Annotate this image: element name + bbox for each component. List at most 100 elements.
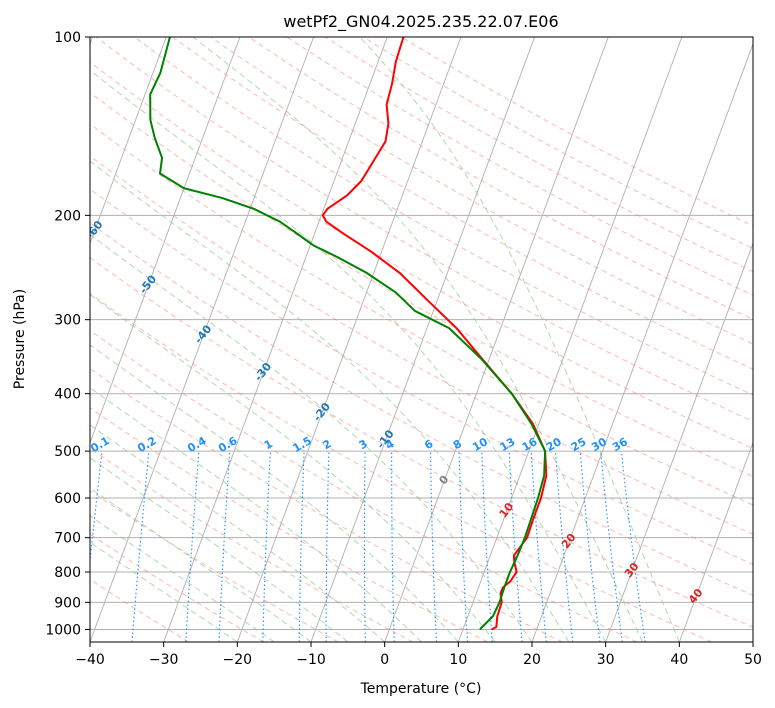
- isotherm-line: [90, 37, 167, 245]
- plot-frame: [89, 36, 754, 643]
- mixing-ratio-line: [185, 451, 200, 642]
- moist-adiabat-line: [90, 387, 422, 642]
- isotherm-line: [384, 37, 609, 642]
- isotherm-line: [310, 37, 536, 642]
- isotherm-line: [605, 242, 753, 642]
- mixing-ratio-line: [325, 451, 330, 642]
- mixing-ratio-label: 1.5: [291, 434, 314, 455]
- moist-adiabat-line: [90, 69, 607, 642]
- isotherm-label: 30: [622, 560, 642, 580]
- moist-adiabat-line: [90, 424, 386, 642]
- mixing-ratio-line: [481, 451, 493, 642]
- dry-adiabat-line: [324, 37, 753, 273]
- dry-adiabat-line: [172, 37, 753, 370]
- x-tick-label: 50: [744, 652, 762, 668]
- isotherm-label: -40: [192, 322, 215, 346]
- isotherm-line: [236, 37, 462, 642]
- mixing-ratio-line: [218, 451, 231, 642]
- moist-adiabat-line: [90, 294, 496, 642]
- mixing-ratio-line: [554, 451, 574, 642]
- temperature-profile-line: [321, 37, 548, 631]
- x-tick-label: 10: [449, 652, 467, 668]
- x-axis-label: Temperature (°C): [360, 681, 482, 697]
- dry-adiabat-line: [210, 37, 753, 345]
- y-tick-label: 700: [54, 531, 81, 547]
- dry-adiabat-line: [90, 292, 712, 642]
- isotherm-line: [90, 37, 315, 642]
- y-tick-label: 100: [54, 30, 81, 46]
- y-axis-label: Pressure (hPa): [12, 289, 28, 389]
- mixing-ratio-line: [298, 451, 305, 642]
- isotherm-label: -30: [252, 360, 275, 384]
- moist-adiabat-line: [192, 37, 643, 642]
- moist-adiabat-line: [90, 541, 238, 642]
- dry-adiabat-line: [90, 533, 264, 642]
- dry-adiabat-line: [134, 37, 753, 396]
- dry-adiabat-line: [90, 188, 753, 566]
- mixing-ratio-label: 2: [321, 437, 334, 452]
- isotherm-label: -60: [83, 218, 106, 242]
- x-tick-label: −30: [149, 652, 179, 668]
- dry-adiabat-line: [90, 490, 339, 642]
- dry-adiabat-line: [90, 407, 488, 642]
- y-tick-label: 800: [54, 565, 81, 581]
- isotherm-line: [457, 37, 683, 642]
- isotherm-label: 10: [497, 500, 517, 520]
- mixing-ratio-line: [620, 451, 646, 642]
- x-tick-label: −40: [75, 652, 105, 668]
- mixing-ratio-label: 0.4: [185, 434, 209, 455]
- isotherm-line: [90, 37, 241, 444]
- mixing-ratio-label: 6: [422, 437, 435, 452]
- mixing-ratio-label: 8: [451, 437, 464, 452]
- isotherm-label: -20: [311, 400, 334, 424]
- dewpoint-profile-line: [149, 37, 547, 631]
- mixing-ratio-label: 1: [262, 437, 275, 452]
- moist-adiabat-line: [359, 37, 680, 642]
- mixing-ratio-label: 0.2: [135, 434, 158, 455]
- moist-adiabat-line: [90, 487, 312, 642]
- moist-adiabat-line: [90, 344, 459, 642]
- moist-adiabat-line: [90, 160, 570, 642]
- x-tick-label: −20: [223, 652, 253, 668]
- isotherm-label: -70: [28, 167, 51, 191]
- isotherm-label: -50: [137, 272, 160, 296]
- moist-adiabat-line: [90, 234, 533, 642]
- mixing-ratio-line: [458, 451, 469, 642]
- dry-adiabat-line: [90, 447, 414, 642]
- profile-lines: [149, 37, 548, 631]
- dry-adiabat-line: [286, 37, 753, 296]
- x-tick-label: 30: [597, 652, 615, 668]
- isotherm-line: [752, 640, 753, 642]
- moist-adiabat-line: [90, 457, 349, 642]
- mixing-ratio-line: [131, 451, 150, 642]
- isotherm-line: [163, 37, 388, 642]
- mixing-ratio-line: [90, 451, 103, 567]
- dry-adiabat-line: [90, 155, 753, 535]
- dry-adiabat-line: [90, 91, 753, 477]
- chart-title: wetPf2_GN04.2025.235.22.07.E06: [283, 12, 558, 32]
- y-tick-label: 400: [54, 387, 81, 403]
- x-tick-label: 20: [523, 652, 541, 668]
- dry-adiabat-line: [90, 257, 753, 628]
- dry-adiabat-line: [248, 37, 753, 320]
- mixing-ratio-label: 3: [357, 437, 370, 452]
- dry-adiabat-line: [90, 368, 563, 642]
- mixing-ratio-line: [579, 451, 601, 642]
- mixing-ratio-line: [600, 451, 623, 642]
- isotherm-label: 0: [437, 473, 452, 487]
- dry-adiabat-line: [90, 222, 753, 597]
- x-tick-label: −10: [296, 652, 326, 668]
- y-tick-label: 200: [54, 208, 81, 224]
- isotherm-label: 40: [686, 586, 706, 606]
- background-lines: [90, 37, 753, 642]
- x-tick-label: 40: [670, 652, 688, 668]
- mixing-ratio-line: [363, 451, 366, 642]
- y-tick-label: 900: [54, 595, 81, 611]
- x-tick-label: 0: [380, 652, 389, 668]
- y-tick-label: 300: [54, 313, 81, 329]
- axes: −40 −30 −20 −10 0 10 20 30 40 5010020030040050060…: [45, 30, 762, 668]
- y-tick-label: 600: [54, 491, 81, 507]
- y-tick-label: 1000: [45, 622, 81, 638]
- y-tick-label: 500: [54, 444, 81, 460]
